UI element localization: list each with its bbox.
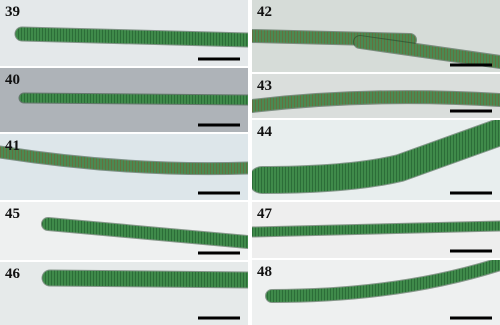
micrograph-content (252, 90, 500, 113)
panel: 43 (252, 74, 500, 118)
panel-label: 45 (5, 206, 20, 222)
filament (252, 120, 500, 193)
panel: 39 (0, 0, 248, 66)
filament (15, 27, 248, 47)
filament (42, 270, 248, 288)
panel-label: 48 (257, 264, 272, 280)
panel: 42 (252, 0, 500, 72)
panel-label: 46 (5, 266, 21, 282)
panel-label: 47 (257, 206, 273, 222)
panel-label: 41 (5, 138, 20, 154)
panel: 40 (0, 68, 248, 132)
filament (252, 91, 500, 112)
filament (252, 221, 500, 237)
filament (0, 146, 248, 175)
panel-label: 40 (5, 72, 20, 88)
micrograph-content (14, 26, 248, 48)
panel: 45 (0, 202, 248, 260)
filament (42, 218, 248, 248)
micrograph-content (0, 145, 248, 176)
micrograph-content (252, 120, 500, 194)
panel-label: 42 (257, 4, 272, 20)
panel: 47 (252, 202, 500, 258)
panel-label: 39 (5, 4, 20, 20)
panel-label: 43 (257, 78, 272, 94)
micrograph-content (41, 269, 248, 289)
panel: 41 (0, 134, 248, 200)
panel: 46 (0, 262, 248, 325)
micrograph-content (252, 220, 500, 238)
micrograph-content (41, 217, 248, 249)
panel: 48 (252, 260, 500, 325)
filament (266, 260, 500, 302)
filament (19, 93, 248, 105)
micrograph-content (18, 92, 248, 106)
panel-label: 44 (257, 124, 273, 140)
micrograph-content (252, 29, 500, 69)
micrograph-content (265, 260, 500, 303)
filament (354, 36, 500, 68)
panel: 44 (252, 120, 500, 200)
